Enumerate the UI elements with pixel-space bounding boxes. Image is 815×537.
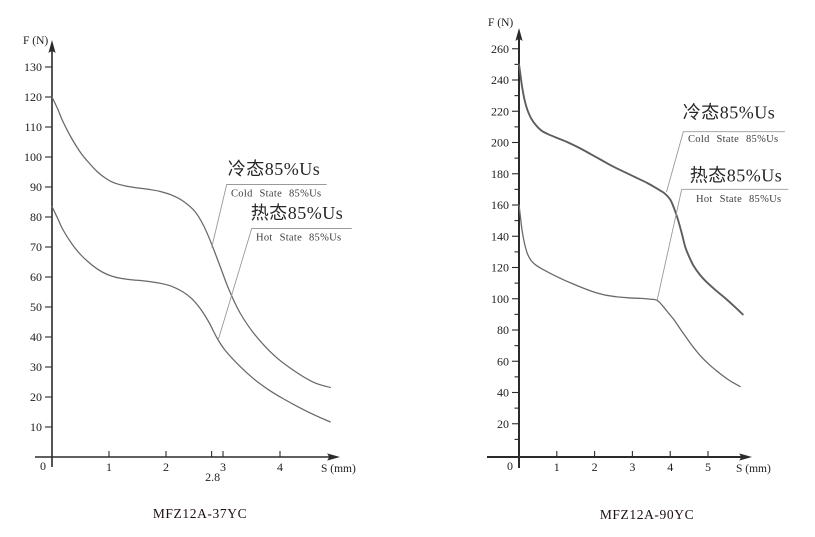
y-tick-label: 100 xyxy=(24,150,42,164)
x-tick-label: 1 xyxy=(106,460,112,474)
x-tick-label: 1 xyxy=(554,460,560,474)
curve-cold xyxy=(51,96,331,389)
y-axis-arrowhead xyxy=(515,28,523,41)
y-tick-label: 200 xyxy=(491,136,509,150)
y-tick-label: 80 xyxy=(30,210,42,224)
y-tick-label: 120 xyxy=(491,261,509,275)
y-tick-label: 80 xyxy=(497,323,509,337)
y-tick-label: 160 xyxy=(491,198,509,212)
y-tick-label: 40 xyxy=(30,330,42,344)
legend-cold-cn-label: 冷态85%Us xyxy=(228,159,321,179)
legend-hot-cn-label: 热态85%Us xyxy=(251,203,344,223)
x-axis-title: S (mm) xyxy=(736,463,771,475)
legend-hot-en-label: Hot State 85%Us xyxy=(256,233,341,244)
x-tick-label: 4 xyxy=(667,460,673,474)
legend-hot-leader-line xyxy=(656,188,789,301)
y-tick-label: 140 xyxy=(491,229,509,243)
legend-cold-leader-line xyxy=(666,131,785,193)
legend-hot-cn-label: 热态85%Us xyxy=(690,166,783,186)
y-tick-label: 60 xyxy=(30,270,42,284)
y-tick-label: 70 xyxy=(30,240,42,254)
x-extra-tick-label: 2.8 xyxy=(205,470,220,484)
y-axis-arrowhead xyxy=(48,40,56,53)
legend-cold-cn-label: 冷态85%Us xyxy=(683,103,776,123)
legend-cold-en-label: Cold State 85%Us xyxy=(688,134,778,145)
legend-mfz12a-37yc: 冷态85%Us Cold State 85%Us 热态85%Us Hot Sta… xyxy=(211,159,352,341)
caption-mfz12a-90yc: MFZ12A-90YC xyxy=(600,507,694,522)
y-tick-label: 180 xyxy=(491,167,509,181)
y-tick-label: 10 xyxy=(30,420,42,434)
legend-mfz12a-90yc: 冷态85%Us Cold State 85%Us 热态85%Us Hot Sta… xyxy=(656,103,789,301)
y-tick-label: 40 xyxy=(497,386,509,400)
y-tick-label: 130 xyxy=(24,60,42,74)
legend-cold-leader-line xyxy=(211,184,327,248)
x-tick-label: 4 xyxy=(277,460,283,474)
curve-hot xyxy=(51,205,331,423)
origin-label: 0 xyxy=(40,459,46,473)
y-tick-label: 30 xyxy=(30,360,42,374)
x-axis-arrowhead xyxy=(327,453,340,461)
x-tick-label: 2 xyxy=(592,460,598,474)
legend-hot-leader-line xyxy=(217,228,352,341)
chart-mfz12a-90yc: 20 40 60 80 100 120 140 160 180 200 220 240 260 1 2 3 4 5… xyxy=(487,17,771,475)
legend-cold-en-label: Cold State 85%Us xyxy=(231,189,321,200)
x-axis-arrowhead xyxy=(739,453,752,461)
y-tick-label: 220 xyxy=(491,104,509,118)
y-tick-label: 20 xyxy=(30,390,42,404)
y-tick-label: 120 xyxy=(24,90,42,104)
y-tick-label: 240 xyxy=(491,73,509,87)
y-tick-label: 260 xyxy=(491,42,509,56)
y-tick-label: 110 xyxy=(24,120,42,134)
y-axis-title: F (N) xyxy=(488,17,513,29)
y-tick-label: 50 xyxy=(30,300,42,314)
x-tick-label: 3 xyxy=(220,460,226,474)
y-tick-label: 100 xyxy=(491,292,509,306)
curve-cold xyxy=(518,63,744,316)
origin-label: 0 xyxy=(507,459,513,473)
x-tick-label: 5 xyxy=(705,460,711,474)
y-tick-label: 20 xyxy=(497,417,509,431)
x-tick-label: 3 xyxy=(629,460,635,474)
curve-hot xyxy=(518,204,741,388)
x-tick-label: 2 xyxy=(163,460,169,474)
chart-mfz12a-37yc: 10 20 30 40 50 60 70 80 90 100 110 120 130 1 2 3 4 2.8 0 F … xyxy=(23,35,356,484)
y-axis-title: F (N) xyxy=(23,35,48,47)
x-axis-title: S (mm) xyxy=(321,463,356,475)
caption-mfz12a-37yc: MFZ12A-37YC xyxy=(153,506,247,521)
legend-hot-en-label: Hot State 85%Us xyxy=(696,194,781,205)
y-tick-label: 60 xyxy=(497,354,509,368)
y-tick-label: 90 xyxy=(30,180,42,194)
